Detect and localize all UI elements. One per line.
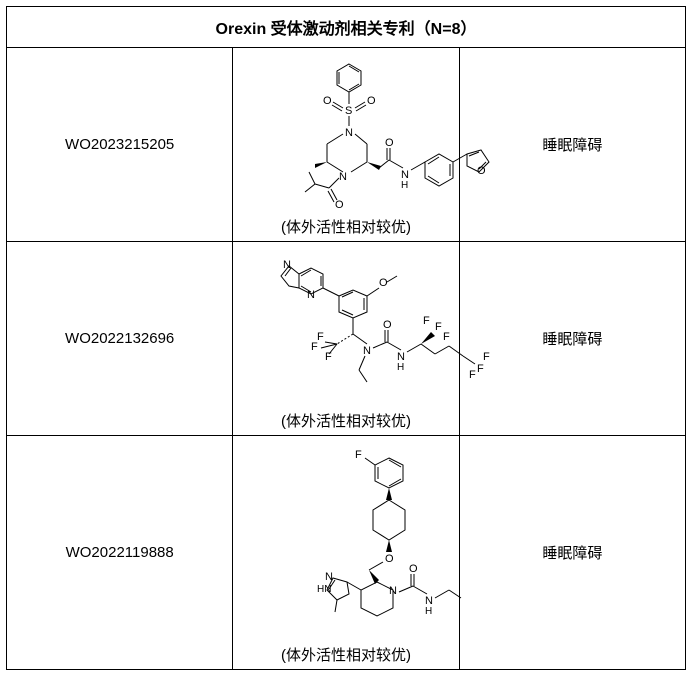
structure-caption: (体外活性相对较优) — [281, 216, 411, 237]
svg-text:F: F — [483, 351, 490, 363]
svg-text:F: F — [317, 331, 324, 343]
structure-cell: S O O N N — [233, 48, 459, 242]
svg-text:O: O — [409, 563, 418, 575]
svg-text:HN: HN — [317, 584, 331, 595]
patent-table: Orexin 受体激动剂相关专利（N=8） WO2023215205 S — [6, 6, 686, 670]
structure-cell: N N O — [233, 242, 459, 436]
svg-text:F: F — [477, 363, 484, 375]
svg-text:F: F — [423, 315, 430, 327]
svg-text:F: F — [443, 331, 450, 343]
structure-caption: (体外活性相对较优) — [281, 644, 411, 665]
table-row: WO2023215205 S O — [7, 48, 686, 242]
patent-number: WO2023215205 — [7, 48, 233, 242]
svg-text:F: F — [469, 369, 476, 381]
svg-text:N: N — [325, 571, 333, 583]
svg-text:O: O — [323, 95, 332, 107]
chemical-structure: N N O — [239, 246, 539, 406]
table-title: Orexin 受体激动剂相关专利（N=8） — [7, 7, 686, 48]
svg-text:N: N — [345, 127, 353, 139]
svg-text:F: F — [435, 321, 442, 333]
structure-caption: (体外活性相对较优) — [281, 410, 411, 431]
structure-cell: F O N — [233, 436, 459, 670]
table-row: WO2022119888 F — [7, 436, 686, 670]
svg-text:O: O — [335, 199, 344, 211]
svg-text:O: O — [379, 277, 388, 289]
svg-text:O: O — [367, 95, 376, 107]
svg-text:F: F — [325, 351, 332, 363]
svg-text:N: N — [339, 171, 347, 183]
chemical-structure: F O N — [239, 440, 539, 640]
svg-text:S: S — [345, 105, 352, 117]
svg-text:O: O — [385, 137, 394, 149]
svg-text:H: H — [397, 362, 404, 373]
svg-text:N: N — [389, 585, 397, 597]
svg-text:O: O — [385, 553, 394, 565]
svg-text:F: F — [355, 449, 362, 461]
chemical-structure: S O O N N — [239, 52, 539, 212]
svg-text:N: N — [363, 345, 371, 357]
svg-text:H: H — [401, 180, 408, 191]
svg-text:O: O — [383, 319, 392, 331]
patent-number: WO2022119888 — [7, 436, 233, 670]
table-row: WO2022132696 N N — [7, 242, 686, 436]
patent-number: WO2022132696 — [7, 242, 233, 436]
svg-text:H: H — [425, 606, 432, 617]
svg-text:N: N — [307, 289, 315, 301]
